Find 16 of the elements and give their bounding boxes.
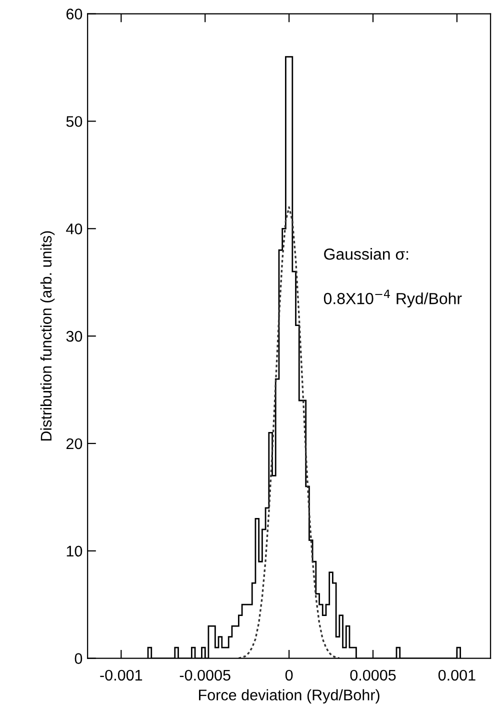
y-tick-label: 20 bbox=[66, 438, 82, 450]
x-tick-label: -0.001 bbox=[100, 670, 142, 681]
y-tick-label: 40 bbox=[66, 224, 82, 234]
y-tick-label: 50 bbox=[66, 116, 82, 127]
y-axis-title: Distribution function (arb. units) bbox=[40, 231, 55, 441]
y-tick-label: 60 bbox=[66, 8, 82, 20]
annotation: Gaussian σ: bbox=[324, 248, 408, 260]
x-tick-label: 0 bbox=[285, 670, 293, 681]
x-axis-title: Force deviation (Ryd/Bohr) bbox=[199, 689, 380, 704]
y-tick-label: 0 bbox=[74, 653, 82, 664]
x-tick-label: 0.001 bbox=[438, 670, 476, 681]
x-tick-label: 0.0005 bbox=[350, 670, 396, 681]
x-tick-label: -0.0005 bbox=[180, 670, 230, 681]
annotation: 0.8X10$^{−4}$ Ryd/Bohr bbox=[324, 290, 462, 308]
y-tick-label: 30 bbox=[66, 330, 82, 342]
y-tick-label: 10 bbox=[66, 546, 82, 557]
